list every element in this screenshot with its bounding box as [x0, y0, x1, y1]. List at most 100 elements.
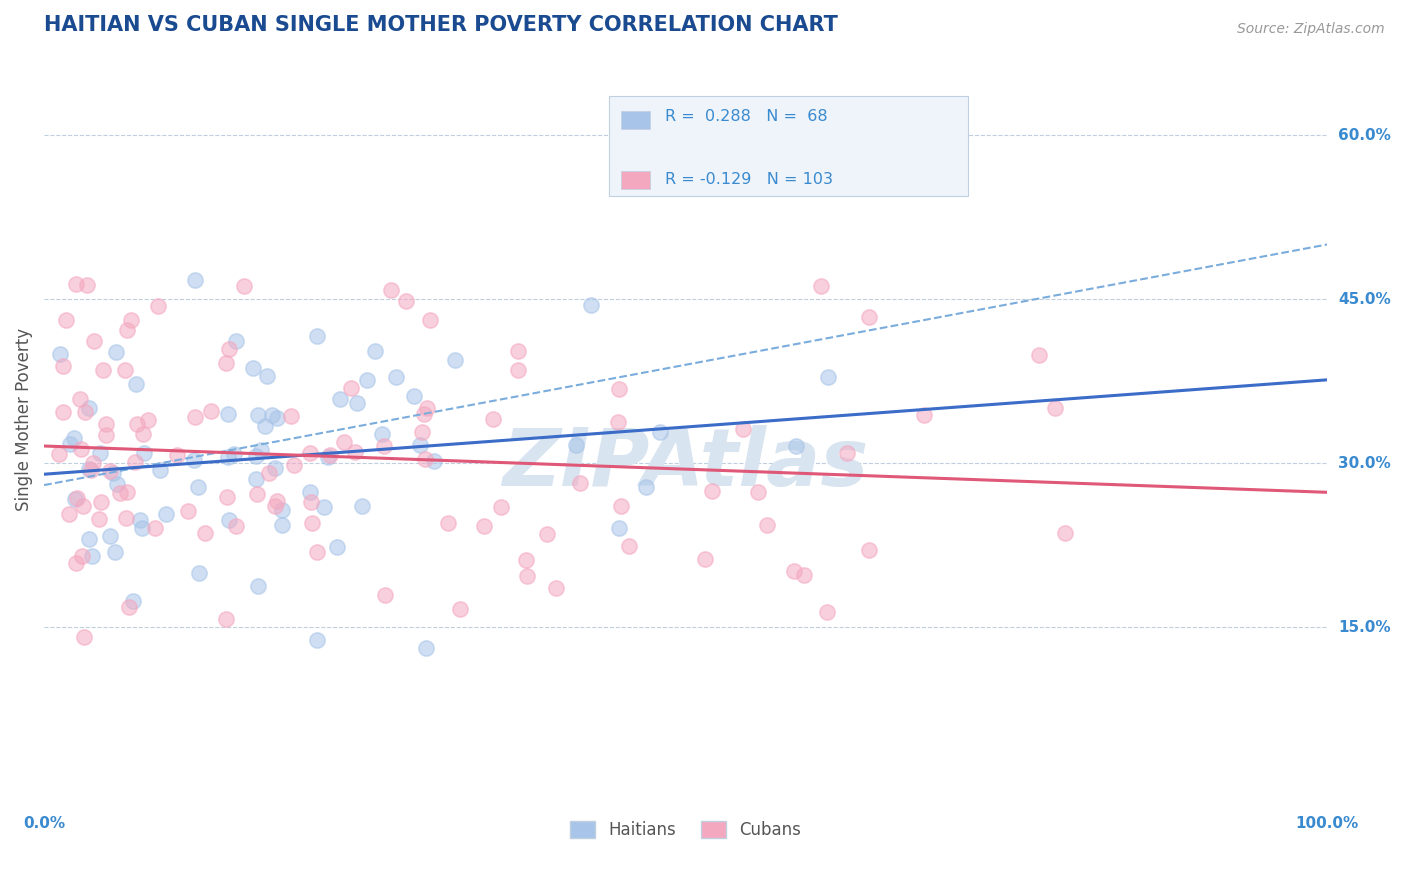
Point — [132, 445, 155, 459]
Point — [858, 310, 880, 325]
Point — [114, 362, 136, 376]
Point — [184, 409, 207, 424]
Point — [402, 389, 425, 403]
Point — [437, 516, 460, 531]
Point — [233, 279, 256, 293]
Point — [374, 588, 396, 602]
Point — [91, 363, 114, 377]
Point — [66, 491, 89, 505]
Point — [785, 439, 807, 453]
Point — [1053, 526, 1076, 541]
Point — [648, 425, 671, 439]
Point — [148, 299, 170, 313]
Point — [58, 508, 80, 522]
Point — [132, 427, 155, 442]
Point — [508, 362, 530, 376]
Point — [215, 612, 238, 626]
Point — [307, 545, 329, 559]
Point — [120, 312, 142, 326]
Point — [340, 381, 363, 395]
Text: ZIPAtlas: ZIPAtlas — [502, 425, 869, 503]
Point — [305, 329, 328, 343]
Point — [82, 457, 104, 471]
Point — [254, 419, 277, 434]
Point — [117, 323, 139, 337]
Point — [65, 556, 87, 570]
Point — [343, 445, 366, 459]
Point — [124, 455, 146, 469]
Point — [316, 450, 339, 464]
Point — [536, 527, 558, 541]
Point — [301, 516, 323, 530]
Point — [491, 500, 513, 514]
Point — [415, 640, 437, 655]
Text: 45.0%: 45.0% — [1339, 292, 1391, 307]
Point — [817, 370, 839, 384]
Point — [242, 360, 264, 375]
Point — [200, 404, 222, 418]
Point — [413, 451, 436, 466]
Point — [69, 392, 91, 406]
Point — [166, 448, 188, 462]
Point — [283, 458, 305, 472]
Point — [73, 630, 96, 644]
Point — [96, 428, 118, 442]
Point — [394, 294, 416, 309]
Point — [188, 566, 211, 580]
Point — [80, 549, 103, 563]
Point — [607, 382, 630, 396]
Text: 60.0%: 60.0% — [1339, 128, 1391, 143]
Point — [449, 602, 471, 616]
Point — [1043, 401, 1066, 416]
Point — [422, 454, 444, 468]
Point — [128, 513, 150, 527]
Point — [122, 594, 145, 608]
Point — [280, 409, 302, 423]
Point — [77, 401, 100, 416]
Text: R = -0.129   N = 103: R = -0.129 N = 103 — [665, 172, 832, 187]
Text: 0.0%: 0.0% — [22, 816, 65, 831]
Point — [100, 529, 122, 543]
Point — [155, 508, 177, 522]
Point — [187, 480, 209, 494]
Point — [89, 446, 111, 460]
Point — [52, 359, 75, 373]
Point — [298, 484, 321, 499]
Point — [104, 345, 127, 359]
Point — [329, 392, 352, 407]
Point — [373, 439, 395, 453]
Point — [731, 421, 754, 435]
Point — [217, 450, 239, 465]
Point — [472, 518, 495, 533]
Point — [271, 503, 294, 517]
Point — [412, 408, 434, 422]
Point — [350, 500, 373, 514]
Point — [299, 445, 322, 459]
Point — [263, 461, 285, 475]
Point — [101, 466, 124, 480]
Point — [143, 521, 166, 535]
Text: 100.0%: 100.0% — [1295, 816, 1358, 831]
Text: R =  0.288   N =  68: R = 0.288 N = 68 — [665, 109, 828, 124]
Point — [217, 407, 239, 421]
Point — [370, 427, 392, 442]
Point — [634, 479, 657, 493]
Point — [610, 500, 633, 514]
FancyBboxPatch shape — [609, 96, 967, 196]
Text: HAITIAN VS CUBAN SINGLE MOTHER POVERTY CORRELATION CHART: HAITIAN VS CUBAN SINGLE MOTHER POVERTY C… — [44, 15, 838, 35]
Point — [508, 343, 530, 358]
Point — [256, 369, 278, 384]
Point — [70, 442, 93, 456]
Y-axis label: Single Mother Poverty: Single Mother Poverty — [15, 328, 32, 511]
Point — [607, 521, 630, 535]
Point — [218, 513, 240, 527]
Point — [307, 633, 329, 648]
Text: Source: ZipAtlas.com: Source: ZipAtlas.com — [1237, 22, 1385, 37]
Point — [312, 500, 335, 515]
Point — [443, 352, 465, 367]
Point — [76, 277, 98, 292]
Point — [218, 342, 240, 356]
Point — [246, 408, 269, 422]
Point — [245, 449, 267, 463]
Point — [52, 405, 75, 419]
